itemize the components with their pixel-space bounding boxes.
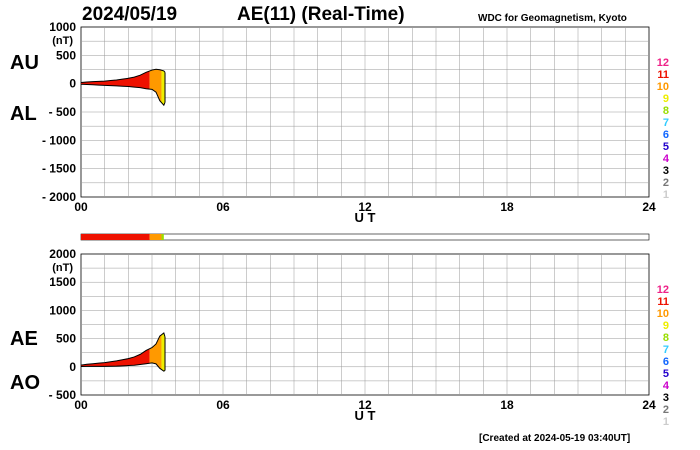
upper-fill-band-1 [149,69,162,103]
lower-station-legend-6: 6 [663,356,669,368]
source-label: WDC for Geomagnetism, Kyoto [478,13,627,24]
lower-x-tick-label: 12 [358,398,372,412]
upper-fill-band-2 [161,70,166,106]
created-timestamp: [Created at 2024-05-19 03:40UT] [479,433,631,444]
lower-station-legend-1: 1 [663,416,669,428]
lower-station-legend-7: 7 [663,344,669,356]
lower-x-tick-label: 06 [216,398,230,412]
lower-y-tick-label: 1000 [49,303,76,317]
au-label: AU [10,52,39,74]
lower-x-tick-label: 24 [642,398,656,412]
upper-x-tick-label: 18 [500,200,514,214]
lower-y-tick-label: 2000 [49,247,76,261]
upper-station-legend-9: 9 [663,93,669,105]
lower-y-tick-label: 0 [69,360,76,374]
upper-y-tick-label: 0 [69,77,76,91]
lower-station-legend-4: 4 [663,380,670,392]
upper-y-tick-label: - 2000 [42,190,76,204]
upper-x-tick-label: 06 [216,200,230,214]
upper-station-legend-5: 5 [663,141,669,153]
upper-x-tick-label: 12 [358,200,372,214]
lower-y-tick-label: 500 [56,332,76,346]
ao-label: AO [10,372,40,394]
station-bar-segment-1 [149,234,162,240]
upper-station-legend-6: 6 [663,129,669,141]
upper-station-legend-1: 1 [663,189,669,201]
lower-station-legend-11: 11 [657,296,669,308]
upper-al-curve [80,83,166,107]
lower-station-legend-12: 12 [657,284,669,296]
lower-x-tick-label: 18 [500,398,514,412]
lower-ae-curve [80,332,166,366]
lower-station-legend-10: 10 [657,308,669,320]
al-label: AL [10,103,37,125]
upper-x-tick-label: 24 [642,200,656,214]
upper-x-axis-label: U T [355,210,376,225]
upper-y-tick-label: 500 [56,48,76,62]
station-bar-segment-2 [161,234,164,240]
lower-y-tick-label: 1500 [49,275,76,289]
upper-station-legend-12: 12 [657,57,669,69]
upper-station-legend-10: 10 [657,81,669,93]
lower-x-axis-label: U T [355,408,376,423]
upper-station-legend-7: 7 [663,117,669,129]
upper-y-tick-label: 1000 [49,20,76,34]
lower-y-tick-label: - 500 [49,388,77,402]
lower-station-legend-8: 8 [663,332,669,344]
upper-station-legend-11: 11 [657,69,669,81]
lower-fill-band-0 [81,348,150,367]
upper-x-tick-label: 00 [74,200,88,214]
ae-label: AE [10,328,38,350]
lower-x-tick-label: 00 [74,398,88,412]
upper-station-legend-4: 4 [663,153,670,165]
lower-station-legend-5: 5 [663,368,669,380]
lower-fill-band-1 [149,334,162,370]
upper-unit-label: (nT) [52,35,73,47]
lower-station-legend-2: 2 [663,404,669,416]
lower-station-legend-9: 9 [663,320,669,332]
lower-station-legend-3: 3 [663,392,669,404]
upper-y-tick-label: - 1500 [42,162,76,176]
upper-station-legend-2: 2 [663,177,669,189]
upper-y-tick-label: - 500 [49,105,77,119]
upper-au-curve [80,68,166,84]
chart-title: AE(11) (Real-Time) [237,4,405,25]
lower-fill-band-2 [161,332,166,372]
upper-station-legend-8: 8 [663,105,669,117]
upper-y-tick-label: - 1000 [42,133,76,147]
station-bar-segment-0 [81,234,150,240]
lower-unit-label: (nT) [52,262,73,274]
lower-ao-curve [80,362,166,372]
station-bar-frame [80,233,650,241]
date-title: 2024/05/19 [82,4,178,25]
upper-station-legend-3: 3 [663,165,669,177]
